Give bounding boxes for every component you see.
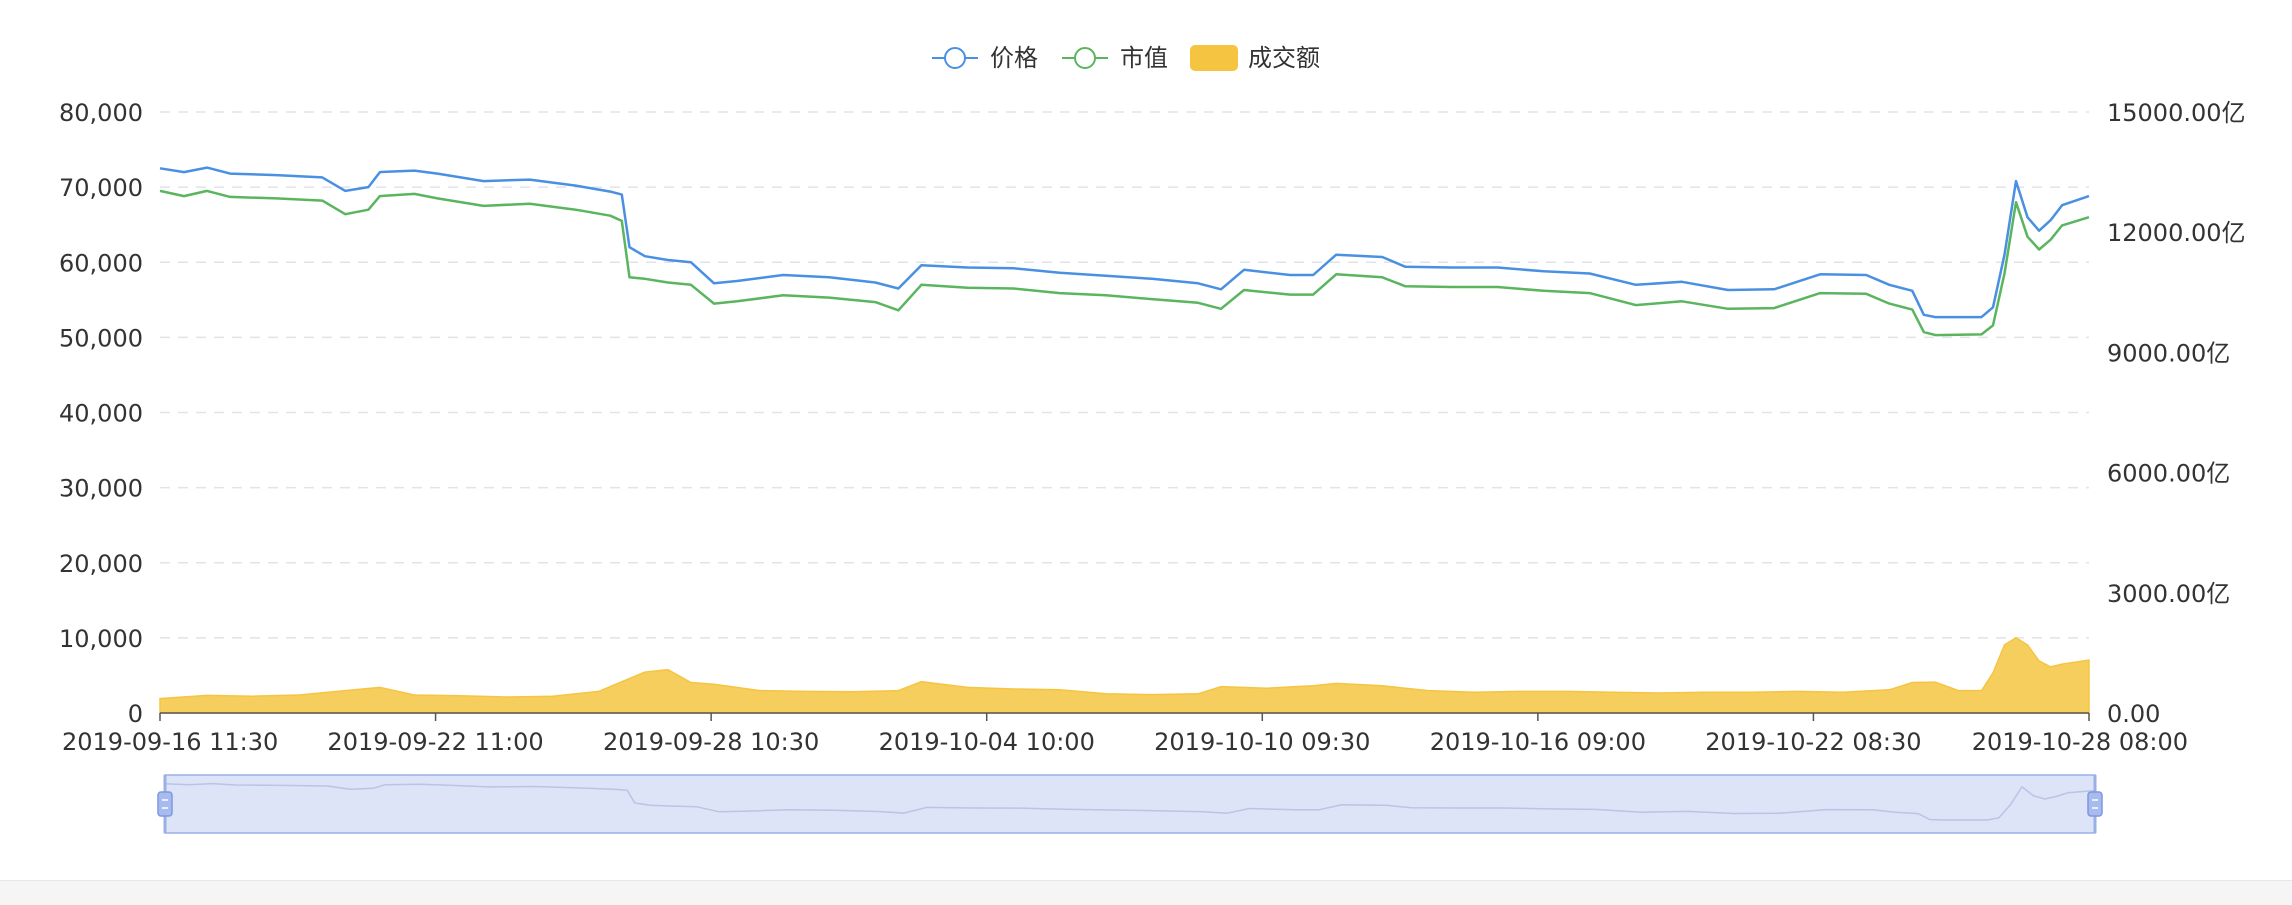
footer-strip xyxy=(0,880,2292,905)
y-right-tick-label: 6000.00亿 xyxy=(2107,460,2230,488)
legend-item-market-cap[interactable]: 市值 xyxy=(1062,44,1168,72)
y-right-tick-label: 12000.00亿 xyxy=(2107,219,2246,247)
x-tick-label: 2019-09-22 11:00 xyxy=(327,728,543,756)
legend-item-volume[interactable]: 成交额 xyxy=(1190,44,1320,72)
legend-label-price: 价格 xyxy=(990,44,1038,72)
chart-container: 价格 市值 成交额 0 10,000 20,000 30,000 40,000 50,00… xyxy=(59,44,2246,834)
y-right-tick-label: 0.00 xyxy=(2107,700,2160,728)
x-tick-label: 2019-09-16 11:30 xyxy=(62,728,278,756)
legend: 价格 市值 成交额 xyxy=(932,44,1320,72)
y-axis-left: 0 10,000 20,000 30,000 40,000 50,000 60,000 70,… xyxy=(59,99,143,728)
y-left-tick-label: 50,000 xyxy=(59,324,143,352)
legend-label-market-cap: 市值 xyxy=(1120,44,1168,72)
y-left-tick-label: 0 xyxy=(128,700,143,728)
volume-area xyxy=(159,636,2090,714)
zoom-handle-right[interactable] xyxy=(2087,791,2103,817)
zoom-handle-left[interactable] xyxy=(157,791,173,817)
x-tick-label: 2019-10-28 08:00 xyxy=(1972,728,2188,756)
y-left-tick-label: 10,000 xyxy=(59,625,143,653)
y-axis-right: 0.00 3000.00亿 6000.00亿 9000.00亿 12000.00亿 150… xyxy=(2107,99,2246,728)
x-axis: 2019-09-16 11:30 2019-09-22 11:00 2019-09-… xyxy=(62,712,2188,756)
price-line xyxy=(159,166,2090,319)
y-right-tick-label: 15000.00亿 xyxy=(2107,99,2246,127)
data-zoom-slider[interactable] xyxy=(157,774,2103,834)
line-series xyxy=(159,166,2090,337)
grid xyxy=(160,111,2089,639)
x-tick-label: 2019-10-04 10:00 xyxy=(879,728,1095,756)
y-right-tick-label: 3000.00亿 xyxy=(2107,580,2230,608)
market-cap-line xyxy=(159,189,2090,337)
y-left-tick-label: 70,000 xyxy=(59,174,143,202)
y-left-tick-label: 60,000 xyxy=(59,249,143,277)
x-tick-label: 2019-09-28 10:30 xyxy=(603,728,819,756)
zoom-window[interactable] xyxy=(164,774,2096,834)
y-left-tick-label: 20,000 xyxy=(59,550,143,578)
y-left-tick-label: 80,000 xyxy=(59,99,143,127)
y-right-tick-label: 9000.00亿 xyxy=(2107,339,2230,367)
x-tick-label: 2019-10-22 08:30 xyxy=(1705,728,1921,756)
y-left-tick-label: 40,000 xyxy=(59,400,143,428)
legend-item-price[interactable]: 价格 xyxy=(932,44,1038,72)
zoom-preview-line xyxy=(164,782,2096,821)
x-tick-label: 2019-10-16 09:00 xyxy=(1430,728,1646,756)
legend-label-volume: 成交额 xyxy=(1248,44,1320,72)
chart-svg: 价格 市值 成交额 0 10,000 20,000 30,000 40,000 50,00… xyxy=(59,44,2246,834)
y-left-tick-label: 30,000 xyxy=(59,475,143,503)
volume-series xyxy=(159,636,2090,714)
x-tick-label: 2019-10-10 09:30 xyxy=(1154,728,1370,756)
